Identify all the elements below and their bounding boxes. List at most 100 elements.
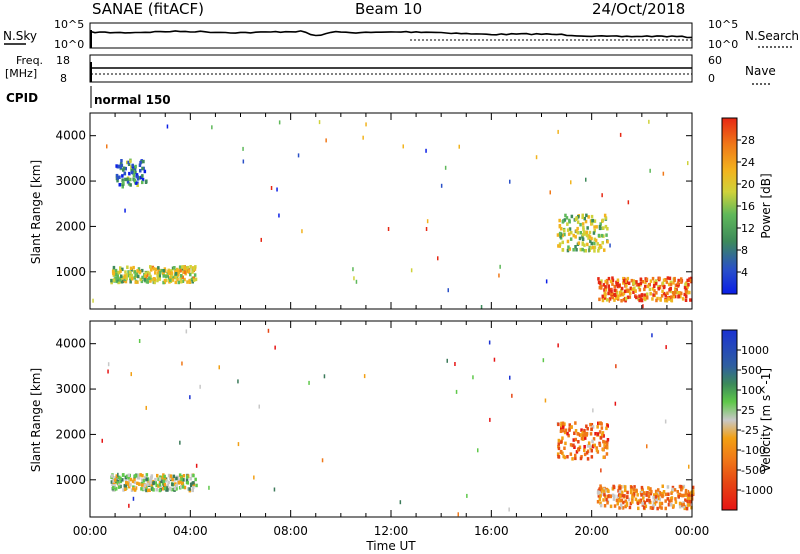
- velocity-echo-cell: [632, 487, 636, 491]
- power-echo-cell: [611, 295, 614, 300]
- velocity-echo-cell: [124, 483, 127, 488]
- power-echo-cell: [610, 289, 613, 294]
- velocity-echo-cell: [575, 450, 579, 454]
- power-echo-cell: [425, 227, 428, 231]
- power-echo-cell: [139, 277, 142, 282]
- velocity-echo-cell: [668, 499, 671, 503]
- power-echo-cell: [143, 169, 147, 174]
- power-echo-cell: [141, 174, 144, 178]
- power-echo-cell: [604, 296, 607, 300]
- power-echo-cell: [402, 144, 404, 149]
- velocity-echo-cell: [634, 497, 638, 502]
- power-echo-cell: [605, 298, 609, 302]
- velocity-echo-cell: [637, 506, 640, 511]
- power-echo-cell: [667, 282, 671, 287]
- velocity-echo-cell: [626, 495, 629, 499]
- power-echo-cell: [611, 282, 614, 286]
- velocity-echo-cell: [569, 443, 573, 447]
- velocity-echo-cell: [488, 340, 491, 345]
- power-echo-cell: [136, 175, 139, 179]
- velocity-echo-cell: [573, 445, 576, 449]
- beam-title: Beam 10: [355, 0, 423, 18]
- power-echo-cell: [157, 266, 160, 270]
- power-echo-cell: [687, 278, 691, 283]
- power-echo-cell: [126, 177, 129, 182]
- power-echo-cell: [122, 275, 125, 280]
- velocity-echo-cell: [680, 503, 683, 507]
- power-echo-cell: [604, 216, 608, 220]
- power-echo-cell: [152, 267, 156, 271]
- power-echo-cell: [192, 276, 196, 280]
- velocity-echo-cell: [562, 454, 565, 459]
- velocity-echo-cell: [585, 433, 588, 437]
- velocity-echo-cell: [113, 485, 117, 490]
- power-ytick-label: 3000: [55, 174, 86, 188]
- velocity-echo-cell: [164, 479, 168, 483]
- power-echo-cell: [574, 245, 577, 249]
- velocity-echo-cell: [189, 395, 191, 400]
- velocity-echo-cell: [596, 500, 600, 504]
- velocity-echo-cell: [178, 473, 182, 477]
- power-echo-cell: [603, 248, 606, 252]
- velocity-echo-cell: [582, 433, 585, 438]
- power-echo-cell: [182, 270, 185, 274]
- velocity-echo-cell: [619, 494, 622, 498]
- power-echo-cell: [630, 278, 634, 283]
- power-echo-cell: [675, 288, 678, 292]
- power-echo-cell: [121, 174, 124, 178]
- velocity-echo-cell: [563, 422, 566, 426]
- power-colorbar-tick-label: 28: [741, 134, 755, 147]
- velocity-echo-cell: [115, 474, 118, 478]
- power-echo-cell: [141, 166, 144, 171]
- power-echo-cell: [189, 272, 192, 277]
- velocity-echo-cell: [171, 477, 174, 482]
- power-echo-cell: [158, 270, 162, 275]
- power-echo-cell: [141, 180, 144, 185]
- power-echo-cell: [690, 276, 693, 281]
- velocity-echo-cell: [237, 442, 240, 447]
- power-echo-cell: [567, 232, 571, 236]
- cpid-label: CPID: [6, 91, 38, 105]
- power-echo-cell: [121, 182, 124, 187]
- power-echo-cell: [127, 182, 131, 186]
- velocity-echo-cell: [682, 502, 685, 507]
- velocity-echo-cell: [617, 498, 620, 503]
- velocity-echo-cell: [606, 438, 610, 442]
- velocity-echo-cell: [117, 485, 121, 489]
- power-echo-cell: [135, 181, 138, 185]
- velocity-echo-cell: [560, 424, 563, 428]
- power-echo-cell: [669, 280, 673, 285]
- power-echo-cell: [611, 276, 614, 280]
- power-echo-cell: [681, 297, 685, 301]
- velocity-echo-cell: [596, 425, 599, 429]
- power-echo-cell: [260, 237, 262, 242]
- power-echo-cell: [620, 299, 623, 303]
- velocity-echo-cell: [557, 446, 561, 451]
- power-echo-cell: [607, 284, 610, 288]
- velocity-echo-cell: [580, 428, 583, 432]
- velocity-echo-cell: [618, 490, 622, 494]
- velocity-echo-cell: [154, 481, 157, 485]
- velocity-echo-cell: [658, 505, 662, 509]
- power-echo-cell: [585, 213, 588, 218]
- power-echo-cell: [168, 271, 171, 276]
- power-echo-cell: [142, 159, 145, 164]
- power-echo-cell: [362, 135, 364, 140]
- velocity-echo-cell: [657, 496, 660, 501]
- power-echo-cell: [129, 280, 132, 284]
- velocity-echo-cell: [652, 500, 656, 504]
- velocity-echo-cell: [124, 477, 128, 482]
- velocity-echo-cell: [182, 474, 186, 478]
- velocity-echo-cell: [643, 501, 647, 505]
- velocity-echo-cell: [128, 503, 130, 508]
- velocity-echo-cell: [581, 430, 584, 435]
- velocity-echo-cell: [181, 481, 184, 486]
- power-echo-cell: [618, 290, 622, 295]
- velocity-echo-cell: [511, 393, 513, 398]
- power-echo-cell: [589, 239, 592, 243]
- power-echo-cell: [663, 284, 666, 289]
- velocity-echo-cell: [691, 485, 695, 490]
- velocity-echo-cell: [121, 473, 125, 477]
- power-ylabel: Slant Range [km]: [29, 160, 43, 264]
- velocity-echo-cell: [116, 481, 120, 485]
